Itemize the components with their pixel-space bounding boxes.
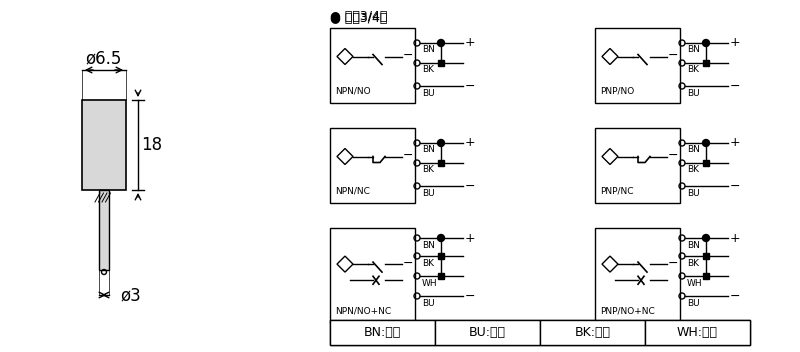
Text: BU: BU [422, 88, 434, 98]
Bar [595, 28, 680, 103]
Text: −: − [403, 49, 414, 62]
Text: BN: BN [422, 45, 435, 55]
Text: WH: WH [687, 278, 702, 288]
Text: −: − [403, 149, 414, 162]
Text: −: − [668, 257, 678, 270]
Bar [438, 273, 444, 279]
Text: −: − [730, 289, 741, 302]
Bar [330, 320, 750, 345]
Text: BK: BK [687, 258, 699, 268]
Text: +: + [465, 37, 476, 50]
Text: BU: BU [422, 189, 434, 197]
Text: BK: BK [422, 165, 434, 175]
Text: ø3: ø3 [121, 286, 142, 304]
Text: ø6.5: ø6.5 [86, 49, 122, 67]
Text: BU: BU [422, 298, 434, 308]
Circle shape [702, 234, 710, 241]
Bar [595, 228, 680, 323]
Text: BK: BK [687, 65, 699, 75]
Text: −: − [465, 289, 475, 302]
Text: BK: BK [687, 165, 699, 175]
Text: −: − [730, 180, 741, 193]
Text: +: + [465, 137, 476, 150]
Bar [438, 60, 444, 66]
Bar [645, 320, 750, 345]
Bar [438, 253, 444, 259]
Text: PNP/NO+NC: PNP/NO+NC [600, 307, 654, 315]
Text: BN: BN [687, 45, 700, 55]
Bar [99, 190, 109, 270]
Bar [703, 273, 709, 279]
Bar [438, 160, 444, 166]
Text: −: − [403, 257, 414, 270]
Bar [82, 100, 126, 190]
Text: BN:棕色: BN:棕色 [364, 326, 401, 339]
Text: BK:黑色: BK:黑色 [574, 326, 610, 339]
Text: PNP/NO: PNP/NO [600, 87, 634, 95]
Text: +: + [465, 232, 476, 245]
Text: BU: BU [687, 88, 700, 98]
Bar [540, 320, 645, 345]
Circle shape [438, 39, 445, 46]
Text: BU:兰色: BU:兰色 [469, 326, 506, 339]
Text: ● 直流3/4线: ● 直流3/4线 [330, 10, 387, 23]
Bar [330, 128, 415, 203]
Bar [330, 28, 415, 103]
Text: BU: BU [687, 189, 700, 197]
Text: −: − [465, 180, 475, 193]
Bar [703, 160, 709, 166]
Circle shape [702, 139, 710, 146]
Text: PNP/NC: PNP/NC [600, 187, 634, 195]
Circle shape [702, 39, 710, 46]
Text: +: + [730, 232, 741, 245]
Text: +: + [730, 37, 741, 50]
Text: 18: 18 [142, 136, 162, 154]
Text: −: − [668, 49, 678, 62]
Bar [435, 320, 540, 345]
Text: NPN/NO: NPN/NO [335, 87, 370, 95]
Text: BK: BK [422, 65, 434, 75]
Text: BN: BN [422, 240, 435, 250]
Text: +: + [730, 137, 741, 150]
Text: BK: BK [422, 258, 434, 268]
Text: BU: BU [687, 298, 700, 308]
Circle shape [438, 234, 445, 241]
Bar [703, 253, 709, 259]
Text: ● 直流3/4线: ● 直流3/4线 [330, 12, 387, 25]
Text: NPN/NC: NPN/NC [335, 187, 370, 195]
Bar [330, 228, 415, 323]
Circle shape [438, 139, 445, 146]
Text: BN: BN [687, 145, 700, 155]
Bar [703, 60, 709, 66]
Text: NPN/NO+NC: NPN/NO+NC [335, 307, 391, 315]
Text: BN: BN [687, 240, 700, 250]
Text: WH: WH [422, 278, 438, 288]
Bar [330, 320, 435, 345]
Text: −: − [465, 80, 475, 93]
Text: WH:白色: WH:白色 [677, 326, 718, 339]
Text: −: − [668, 149, 678, 162]
Text: −: − [730, 80, 741, 93]
Text: BN: BN [422, 145, 435, 155]
Bar [595, 128, 680, 203]
